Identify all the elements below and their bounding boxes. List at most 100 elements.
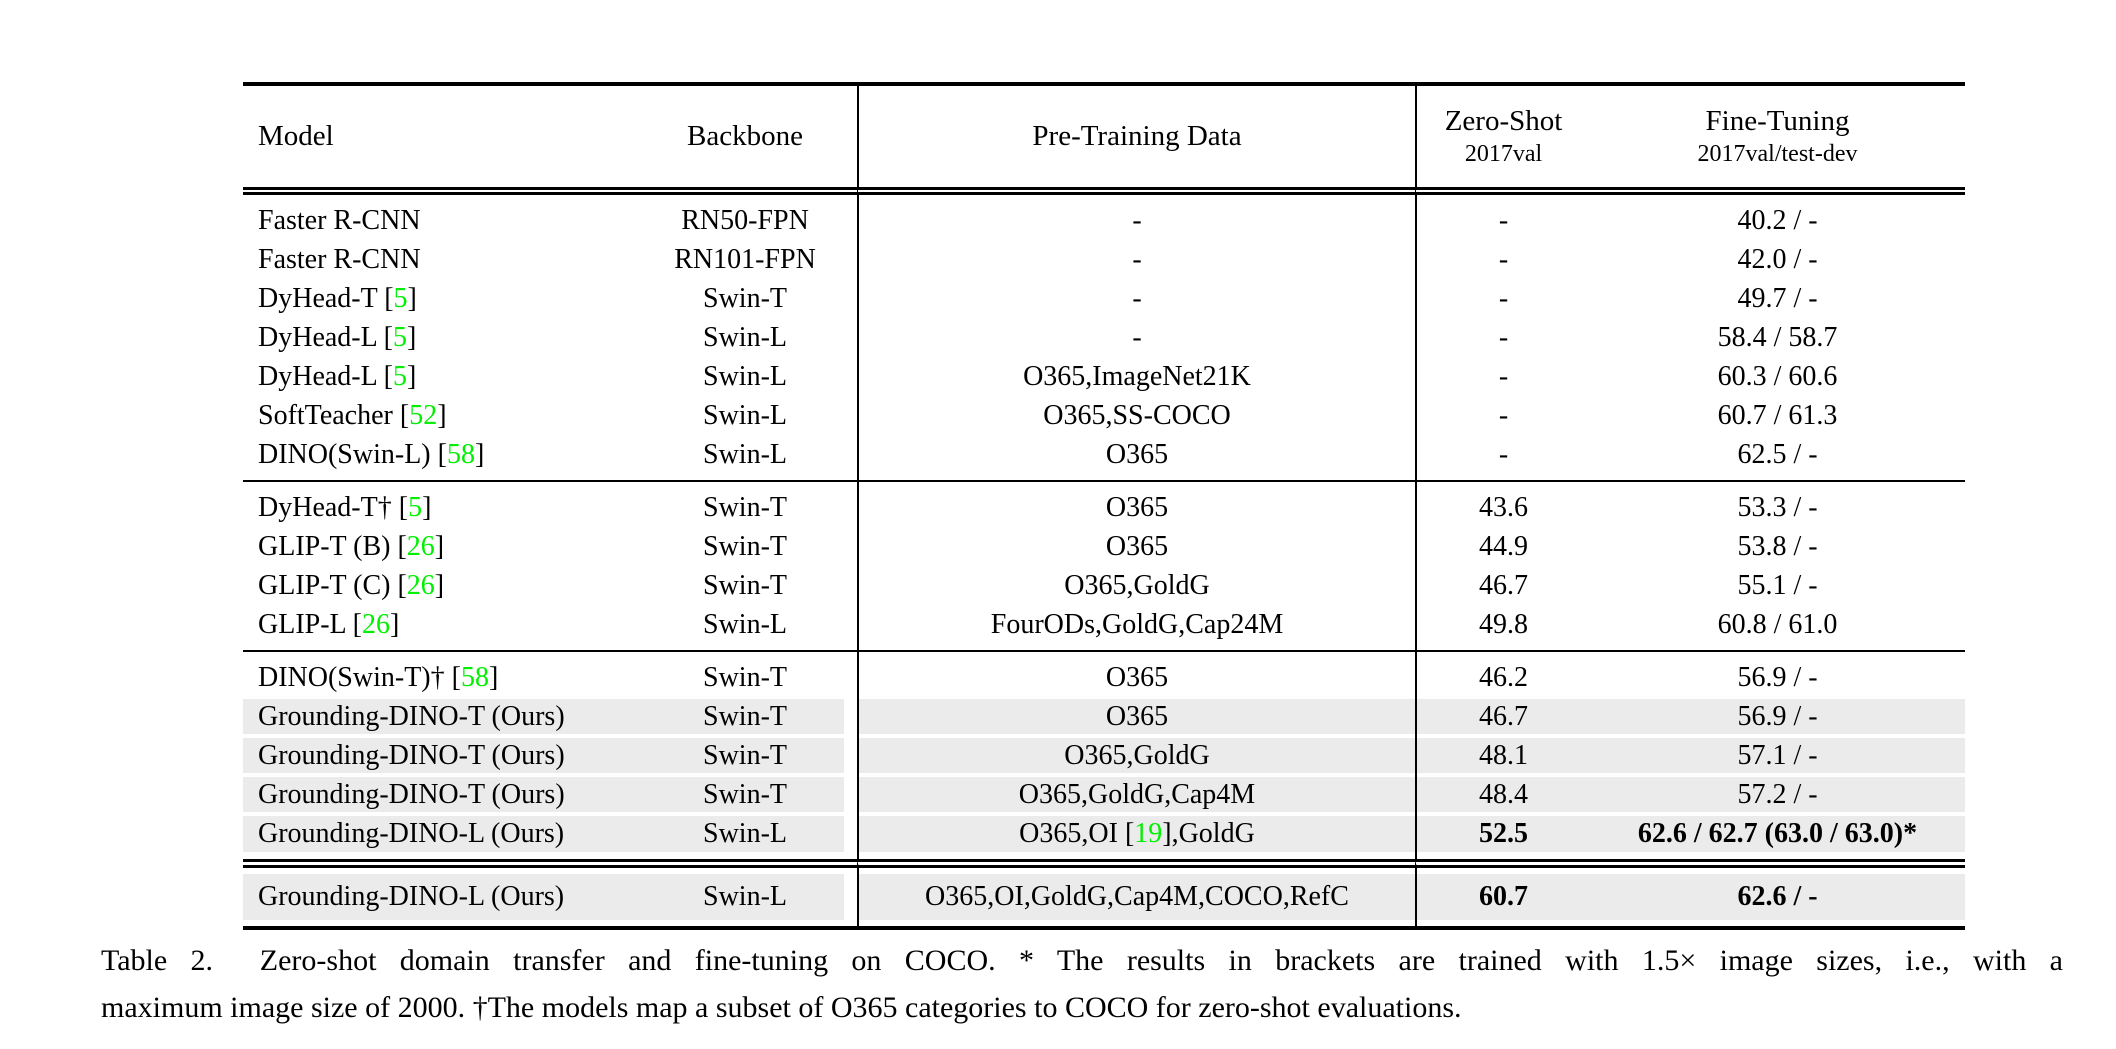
citation-link[interactable]: 26: [406, 530, 435, 562]
pretrain-cell: O365,GoldG: [857, 566, 1415, 605]
zeroshot-cell: -: [1415, 435, 1590, 480]
pretrain-cell: O365: [857, 697, 1415, 736]
zeroshot-cell: 46.7: [1415, 697, 1590, 736]
model-cell: DyHead-T† [5]: [243, 480, 633, 527]
text-run: ]: [434, 530, 445, 562]
citation-link[interactable]: 26: [406, 569, 435, 601]
backbone-cell: Swin-T: [703, 569, 787, 601]
zeroshot-cell: -: [1415, 279, 1590, 318]
citation-link[interactable]: 19: [1134, 817, 1163, 849]
model-cell: GLIP-L [26]: [243, 605, 633, 650]
finetune-cell: 62.6 / 62.7 (63.0 / 63.0)*: [1590, 814, 1965, 859]
text-run: ]: [434, 569, 445, 601]
citation-link[interactable]: 26: [361, 608, 390, 640]
backbone-cell: Swin-T: [703, 282, 787, 314]
table-row: GLIP-T (C) [26] Swin-T O365,GoldG 46.7 55.1 …: [243, 566, 1965, 605]
citation-link[interactable]: 52: [409, 399, 438, 431]
text-run: DyHead-L [: [258, 321, 394, 353]
citation-link[interactable]: 5: [408, 491, 423, 523]
pretrain-cell: O365: [857, 527, 1415, 566]
pretrain-cell: -: [857, 318, 1415, 357]
text-run: O365,GoldG,Cap4M: [1018, 778, 1256, 810]
text-run: O365,OI [: [1019, 817, 1135, 849]
model-cell: Faster R-CNN: [243, 195, 633, 240]
zeroshot-cell: 49.8: [1415, 605, 1590, 650]
pretrain-cell: O365,SS-COCO: [857, 396, 1415, 435]
text-run: O365: [1105, 530, 1169, 562]
model-cell: DyHead-L [5]: [243, 357, 633, 396]
citation-link[interactable]: 58: [446, 438, 475, 470]
citation-link[interactable]: 5: [393, 282, 408, 314]
model-cell: DyHead-T [5]: [243, 279, 633, 318]
zeroshot-cell: 48.1: [1415, 736, 1590, 775]
zeroshot-cell: 44.9: [1415, 527, 1590, 566]
col-header-zeroshot-sublabel: 2017val: [1464, 141, 1543, 167]
pretrain-cell: FourODs,GoldG,Cap24M: [857, 605, 1415, 650]
backbone-cell: Swin-T: [633, 775, 857, 814]
citation-link[interactable]: 5: [393, 321, 408, 353]
model-cell: Grounding-DINO-T (Ours): [243, 697, 633, 736]
text-run: O365: [1105, 661, 1169, 693]
table-caption: Table 2. Zero-shot domain transfer and f…: [101, 937, 2063, 1031]
zeroshot-cell: 46.7: [1415, 566, 1590, 605]
table-row: Grounding-DINO-T (Ours) Swin-T O365 46.7 56.…: [243, 697, 1965, 736]
pretrain-cell: O365: [857, 435, 1415, 480]
pretrain-cell: O365,GoldG: [857, 736, 1415, 775]
zeroshot-cell: -: [1415, 396, 1590, 435]
text-run: ]: [488, 661, 499, 693]
finetune-cell: 62.5 / -: [1737, 438, 1818, 470]
zeroshot-cell: -: [1415, 240, 1590, 279]
backbone-cell: Swin-L: [633, 859, 857, 930]
table-row: Grounding-DINO-L (Ours) Swin-L O365,OI,Gol…: [243, 859, 1965, 930]
table-section-1: DyHead-T† [5] Swin-T O365 43.6 53.3 / - GLIP-…: [243, 480, 1965, 650]
table-header: Model Backbone Pre-Training Data Zero-Sh…: [243, 82, 1965, 195]
table-row: DINO(Swin-T)† [58] Swin-T O365 46.2 56.9 / -: [243, 650, 1965, 697]
finetune-cell: 56.9 / -: [1590, 697, 1965, 736]
caption-line-1: Table 2. Zero-shot domain transfer and f…: [101, 944, 2063, 977]
model-cell: Faster R-CNN: [243, 240, 633, 279]
pretrain-cell: O365,OI,GoldG,Cap4M,COCO,RefC: [857, 859, 1415, 930]
text-run: O365: [1105, 438, 1169, 470]
text-run: DINO(Swin-L) [: [258, 438, 447, 470]
finetune-cell: 42.0 / -: [1737, 243, 1818, 275]
text-run: O365,GoldG: [1064, 739, 1210, 771]
model-cell: Grounding-DINO-L (Ours): [243, 814, 633, 859]
backbone-cell: Swin-L: [703, 438, 787, 470]
citation-link[interactable]: 58: [460, 661, 489, 693]
zeroshot-cell: 43.6: [1415, 480, 1590, 527]
citation-link[interactable]: 5: [393, 360, 408, 392]
col-header-zeroshot: Zero-Shot 2017val: [1415, 82, 1590, 195]
table-row: DyHead-L [5] Swin-L O365,ImageNet21K - 60.3 …: [243, 357, 1965, 396]
table-row: Grounding-DINO-L (Ours) Swin-L O365,OI [19…: [243, 814, 1965, 859]
text-run: O365: [1105, 700, 1169, 732]
text-run: FourODs,GoldG,Cap24M: [990, 608, 1284, 640]
finetune-cell: 60.7 / 61.3: [1717, 399, 1838, 431]
table-row: GLIP-L [26] Swin-L FourODs,GoldG,Cap24M 49.…: [243, 605, 1965, 650]
finetune-cell: 49.7 / -: [1737, 282, 1818, 314]
backbone-cell: Swin-T: [633, 697, 857, 736]
finetune-cell: 62.6 / -: [1590, 859, 1965, 930]
pretrain-cell: O365,ImageNet21K: [857, 357, 1415, 396]
backbone-cell: Swin-L: [703, 399, 787, 431]
text-run: O365,ImageNet21K: [1023, 360, 1251, 392]
table-section-3: Grounding-DINO-L (Ours) Swin-L O365,OI,Gol…: [243, 859, 1965, 930]
finetune-cell: 60.8 / 61.0: [1717, 608, 1838, 640]
caption-line-2: maximum image size of 2000. †The models …: [101, 991, 1462, 1024]
model-cell: GLIP-T (C) [26]: [243, 566, 633, 605]
text-run: ]: [407, 360, 417, 392]
backbone-cell: Swin-L: [703, 360, 787, 392]
zeroshot-cell: -: [1415, 195, 1590, 240]
pretrain-cell: -: [857, 240, 1415, 279]
text-run: Grounding-DINO-L (Ours): [258, 881, 565, 912]
table-row: DINO(Swin-L) [58] Swin-L O365 - 62.5 / -: [243, 435, 1965, 480]
text-run: O365,SS-COCO: [1043, 399, 1231, 431]
table-row: Faster R-CNN RN101-FPN - - 42.0 / -: [243, 240, 1965, 279]
text-run: O365,GoldG: [1064, 569, 1210, 601]
text-run: SoftTeacher [: [258, 399, 410, 431]
zeroshot-cell: 52.5: [1415, 814, 1590, 859]
model-cell: SoftTeacher [52]: [243, 396, 633, 435]
finetune-cell: 60.3 / 60.6: [1717, 360, 1838, 392]
backbone-cell: Swin-T: [633, 650, 857, 697]
zeroshot-cell: -: [1415, 357, 1590, 396]
backbone-cell: Swin-T: [633, 480, 857, 527]
